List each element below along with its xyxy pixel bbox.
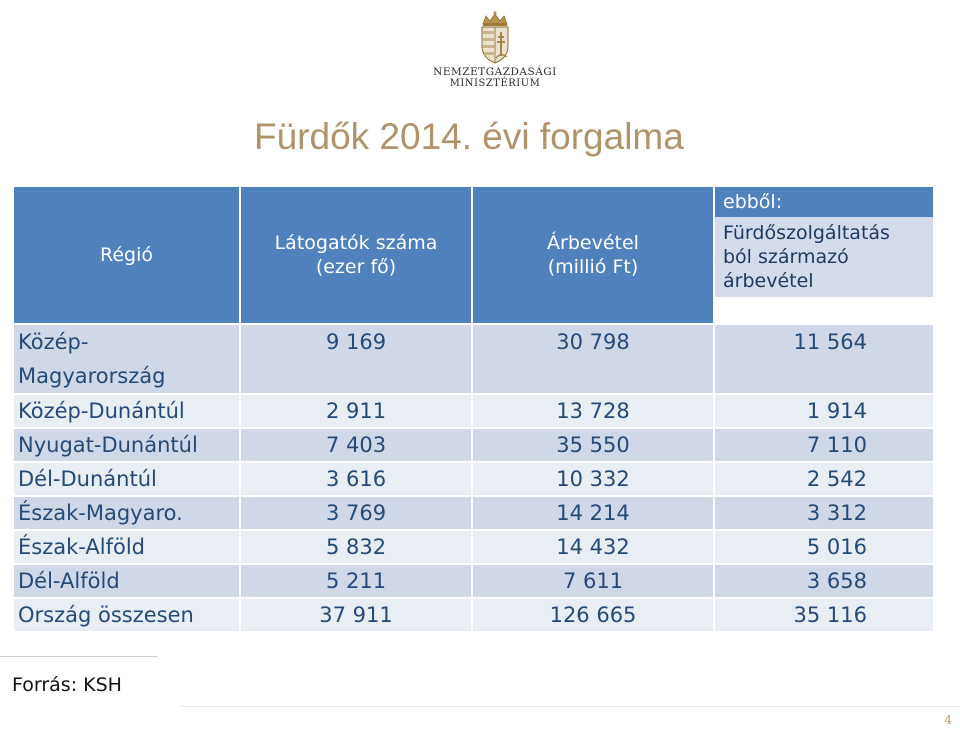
- region-cell: Dél-Dunántúl: [14, 463, 239, 495]
- bath-revenue-cell: 5 016: [715, 531, 933, 563]
- footer-divider: [180, 706, 960, 707]
- source-box: [0, 656, 158, 707]
- bath-revenue-cell: 2 542: [715, 463, 933, 495]
- visitors-cell: 7 403: [241, 429, 471, 461]
- visitors-cell: 5 211: [241, 565, 471, 597]
- bath-revenue-cell: 7 110: [715, 429, 933, 461]
- visitors-cell: 2 911: [241, 395, 471, 427]
- region-cell: Közép- Magyarország: [14, 325, 239, 393]
- bath-revenue-cell: 35 116: [715, 599, 933, 631]
- header-bath-revenue: ebből: Fürdőszolgáltatás ból származó ár…: [715, 187, 933, 323]
- header-visitors-line2: (ezer fő): [315, 256, 397, 278]
- bath-revenue-cell: 3 658: [715, 565, 933, 597]
- header-revenue: Árbevétel (millió Ft): [473, 187, 713, 323]
- page-title: Fürdők 2014. évi forgalma: [254, 116, 684, 157]
- visitors-cell: 3 769: [241, 497, 471, 529]
- source-note: Forrás: KSH: [12, 674, 122, 696]
- revenue-cell: 14 214: [473, 497, 713, 529]
- table-row: Észak-Alföld 5 832 14 432 5 016: [14, 531, 933, 563]
- ministry-name-line1: NEMZETGAZDASÁGI: [433, 66, 557, 78]
- hungarian-coat-of-arms-icon: [481, 11, 509, 64]
- header-visitors-line1: Látogatók száma: [274, 232, 438, 254]
- ministry-name-line2: MINISZTÉRIUM: [449, 78, 541, 89]
- ministry-name: NEMZETGAZDASÁGI MINISZTÉRIUM: [415, 66, 575, 90]
- visitors-cell: 5 832: [241, 531, 471, 563]
- visitors-cell: 3 616: [241, 463, 471, 495]
- table-row: Nyugat-Dunántúl 7 403 35 550 7 110: [14, 429, 933, 461]
- table-header-row: Régió Látogatók száma (ezer fő) Árbevéte…: [14, 187, 933, 323]
- region-cell: Észak-Magyaro.: [14, 497, 239, 529]
- visitors-cell: 37 911: [241, 599, 471, 631]
- header-revenue-line2: (millió Ft): [547, 256, 639, 278]
- bath-revenue-table: Régió Látogatók száma (ezer fő) Árbevéte…: [12, 185, 935, 633]
- header-region-label: Régió: [99, 244, 153, 266]
- table-row-total: Ország összesen 37 911 126 665 35 116: [14, 599, 933, 631]
- header-bath-line3: árbevétel: [723, 270, 814, 292]
- ministry-logo: NEMZETGAZDASÁGI MINISZTÉRIUM: [415, 10, 575, 100]
- region-cell: Észak-Alföld: [14, 531, 239, 563]
- revenue-cell: 30 798: [473, 325, 713, 393]
- header-revenue-line1: Árbevétel: [547, 232, 639, 254]
- header-of-which: ebből:: [715, 187, 933, 217]
- region-line2: Magyarország: [18, 364, 166, 388]
- region-cell: Dél-Alföld: [14, 565, 239, 597]
- bath-revenue-cell: 3 312: [715, 497, 933, 529]
- table-row: Közép- Magyarország 9 169 30 798 11 564: [14, 325, 933, 393]
- region-line1: Közép-: [18, 330, 89, 354]
- header-region: Régió: [14, 187, 239, 323]
- header-bath-revenue-label: Fürdőszolgáltatás ból származó árbevétel: [715, 217, 933, 297]
- table-row: Közép-Dunántúl 2 911 13 728 1 914: [14, 395, 933, 427]
- region-cell: Nyugat-Dunántúl: [14, 429, 239, 461]
- bath-revenue-cell: 11 564: [715, 325, 933, 393]
- revenue-cell: 7 611: [473, 565, 713, 597]
- revenue-cell: 13 728: [473, 395, 713, 427]
- revenue-cell: 14 432: [473, 531, 713, 563]
- visitors-cell: 9 169: [241, 325, 471, 393]
- page-number: 4: [944, 713, 952, 727]
- table-row: Dél-Alföld 5 211 7 611 3 658: [14, 565, 933, 597]
- table-row: Dél-Dunántúl 3 616 10 332 2 542: [14, 463, 933, 495]
- revenue-cell: 35 550: [473, 429, 713, 461]
- header-visitors: Látogatók száma (ezer fő): [241, 187, 471, 323]
- bath-revenue-cell: 1 914: [715, 395, 933, 427]
- revenue-cell: 126 665: [473, 599, 713, 631]
- region-cell: Ország összesen: [14, 599, 239, 631]
- table-row: Észak-Magyaro. 3 769 14 214 3 312: [14, 497, 933, 529]
- region-cell: Közép-Dunántúl: [14, 395, 239, 427]
- header-bath-line1: Fürdőszolgáltatás: [723, 222, 890, 244]
- revenue-cell: 10 332: [473, 463, 713, 495]
- header-bath-line2: ból származó: [723, 246, 849, 268]
